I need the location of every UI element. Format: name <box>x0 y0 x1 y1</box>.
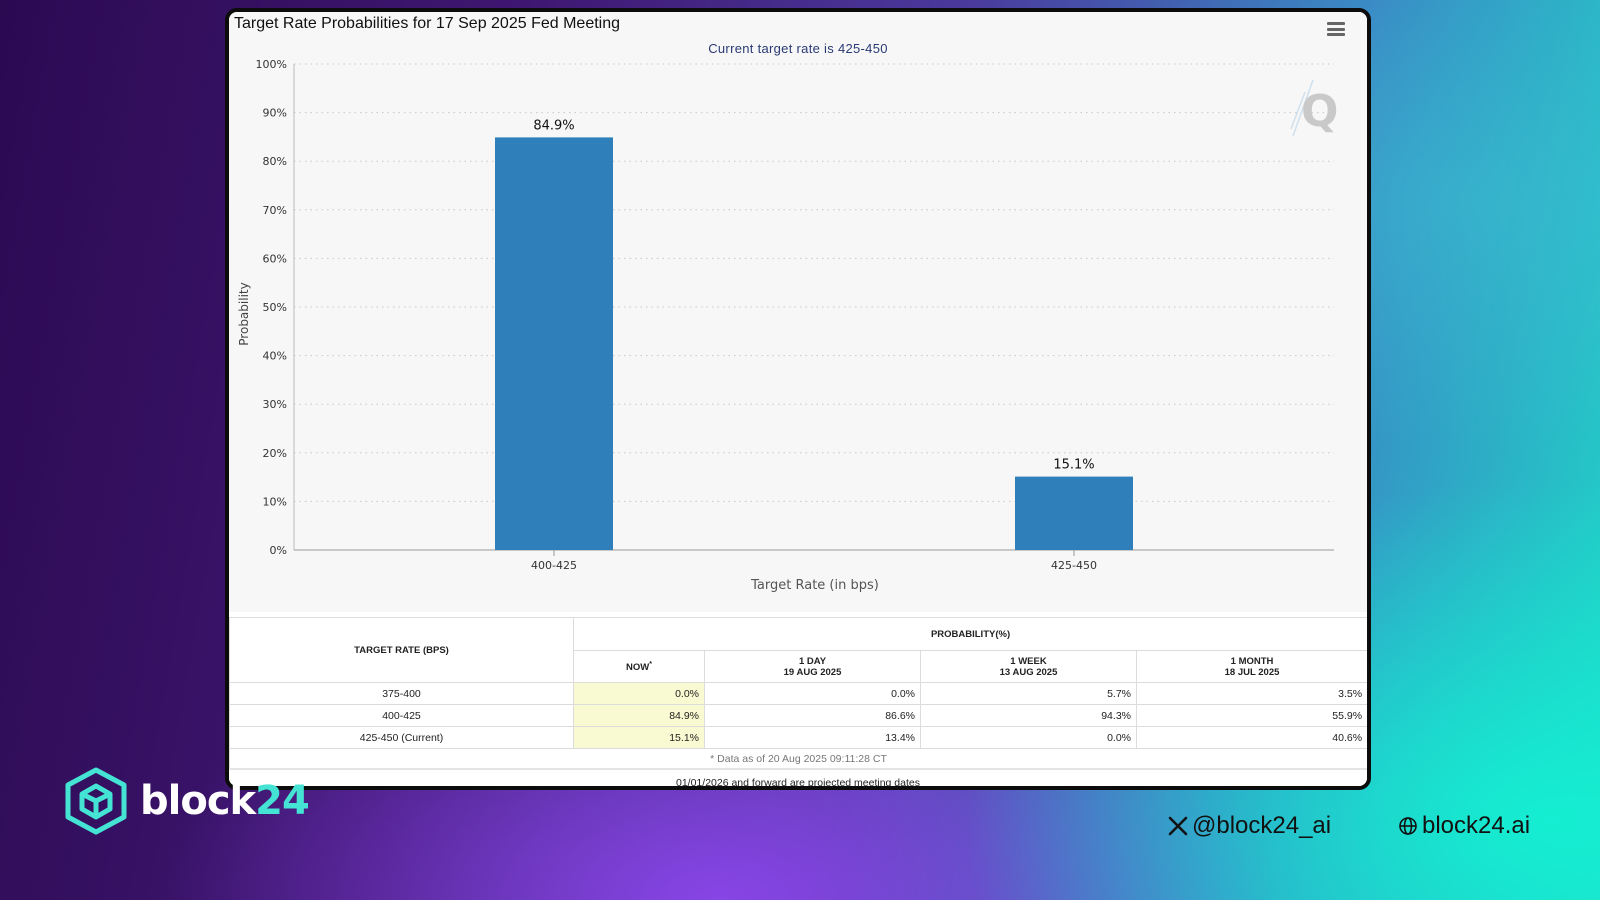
table-row: 375-400 0.0% 0.0% 5.7% 3.5% <box>229 682 1367 705</box>
y-tick-label: 0% <box>270 544 287 557</box>
y-tick-label: 90% <box>263 107 287 120</box>
x-tick-label: 425-450 <box>1051 559 1097 572</box>
header-probability: PROBABILITY(%) <box>572 617 1367 651</box>
cell-1-day: 13.4% <box>704 726 921 749</box>
cell-rate: 375-400 <box>229 682 574 705</box>
x-handle-text: @block24_ai <box>1192 812 1332 839</box>
data-timestamp-note: * Data as of 20 Aug 2025 09:11:28 CT <box>229 748 1367 770</box>
header-1-month: 1 MONTH 18 JUL 2025 <box>1135 650 1367 683</box>
cell-rate: 425-450 (Current) <box>229 726 574 749</box>
bar[interactable] <box>1015 476 1133 550</box>
brand-name-main: block <box>140 778 256 824</box>
chart-subtitle: Current target rate is 425-450 <box>708 41 888 56</box>
cell-now: 84.9% <box>573 704 705 727</box>
cell-1-month: 40.6% <box>1135 726 1367 749</box>
bar-chart: 0% 10% 20% 30% 40% 50% 60% 70% 80% 90% 100% 84.9% 1… <box>237 58 1334 593</box>
x-tick-label: 400-425 <box>531 559 577 572</box>
cell-1-month: 3.5% <box>1135 682 1367 705</box>
hexagon-cube-logo-icon <box>65 767 127 835</box>
q-watermark-icon: Q <box>1290 79 1338 137</box>
chart-area: 0% 10% 20% 30% 40% 50% 60% 70% 80% 90% 100% 84.9% 1… <box>229 12 1367 612</box>
y-tick-label: 50% <box>263 301 287 314</box>
projected-dates-note: 01/01/2026 and forward are projected mee… <box>229 768 1367 786</box>
table-row: 400-425 84.9% 86.6% 94.3% 55.9% <box>229 704 1367 727</box>
cell-1-day: 0.0% <box>704 682 921 705</box>
y-tick-label: 70% <box>263 204 287 217</box>
table-row: 425-450 (Current) 15.1% 13.4% 0.0% 40.6% <box>229 726 1367 749</box>
y-tick-label: 30% <box>263 398 287 411</box>
y-tick-label: 100% <box>256 58 287 71</box>
y-tick-label: 80% <box>263 155 287 168</box>
hamburger-menu-icon[interactable] <box>1327 22 1345 36</box>
y-tick-labels: 0% 10% 20% 30% 40% 50% 60% 70% 80% 90% 100% <box>256 58 287 557</box>
y-tick-label: 10% <box>263 495 287 508</box>
cell-now: 15.1% <box>573 726 705 749</box>
header-1-week: 1 WEEK 13 AUG 2025 <box>920 650 1137 683</box>
bar[interactable] <box>495 137 613 551</box>
x-tick-labels: 400-425 425-450 <box>531 550 1097 572</box>
globe-icon <box>1399 817 1417 835</box>
cell-rate: 400-425 <box>229 704 574 727</box>
cell-1-month: 55.9% <box>1135 704 1367 727</box>
header-now: NOW* <box>573 650 705 683</box>
cell-1-week: 5.7% <box>920 682 1137 705</box>
website-text: block24.ai <box>1422 812 1531 839</box>
bar-data-label: 84.9% <box>533 118 574 133</box>
cell-now: 0.0% <box>573 682 705 705</box>
chart-window: 0% 10% 20% 30% 40% 50% 60% 70% 80% 90% 100% 84.9% 1… <box>225 8 1371 790</box>
probability-table: TARGET RATE (BPS) PROBABILITY(%) NOW* 1 … <box>229 617 1367 770</box>
header-target-rate: TARGET RATE (BPS) <box>229 617 574 683</box>
bars: 84.9% 15.1% <box>495 118 1133 551</box>
x-axis-label: Target Rate (in bps) <box>750 578 879 593</box>
website-link[interactable]: block24.ai <box>1398 812 1530 840</box>
gridlines <box>293 63 1334 551</box>
y-tick-label: 40% <box>263 350 287 363</box>
y-axis-label: Probability <box>237 282 251 345</box>
chart-title: Target Rate Probabilities for 17 Sep 202… <box>234 15 621 32</box>
brand-name-accent: 24 <box>255 778 310 824</box>
cell-1-week: 94.3% <box>920 704 1137 727</box>
svg-text:Q: Q <box>1301 86 1338 137</box>
x-handle-link[interactable]: @block24_ai <box>1168 812 1331 840</box>
cell-1-week: 0.0% <box>920 726 1137 749</box>
bar-data-label: 15.1% <box>1053 458 1094 473</box>
header-1-day: 1 DAY 19 AUG 2025 <box>704 650 921 683</box>
y-tick-label: 20% <box>263 447 287 460</box>
x-logo-icon <box>1168 816 1188 836</box>
y-tick-label: 60% <box>263 252 287 265</box>
brand-name: block24 <box>140 778 310 824</box>
cell-1-day: 86.6% <box>704 704 921 727</box>
